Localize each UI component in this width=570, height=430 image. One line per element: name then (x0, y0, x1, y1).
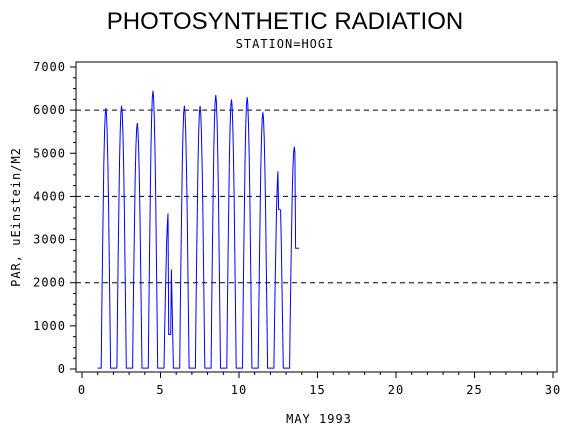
y-tick-label: 6000 (33, 103, 66, 117)
y-axis: 0 1000 2000 3000 4000 5000 6000 7000 (33, 60, 76, 376)
par-series (97, 90, 299, 369)
y-tick-label: 1000 (33, 319, 66, 333)
y-tick-label: 3000 (33, 233, 66, 247)
y-axis-label: PAR, uEinstein/M2 (9, 147, 23, 287)
y-tick-label: 4000 (33, 189, 66, 203)
y-tick-label: 5000 (33, 146, 66, 160)
x-tick-label: 0 (78, 383, 86, 397)
x-tick-label: 15 (309, 383, 325, 397)
chart-subtitle: STATION=HOGI (236, 37, 335, 51)
x-axis: 0 5 10 15 20 25 30 (78, 372, 561, 397)
x-axis-label: MAY 1993 (286, 412, 352, 426)
plot-frame (75, 61, 558, 373)
reference-lines (76, 109, 557, 284)
x-tick-label: 30 (545, 383, 561, 397)
y-tick-label: 7000 (33, 60, 66, 74)
x-tick-label: 20 (388, 383, 404, 397)
x-tick-label: 10 (231, 383, 247, 397)
chart-title: PHOTOSYNTHETIC RADIATION (107, 8, 463, 35)
x-tick-label: 5 (156, 383, 164, 397)
y-tick-label: 0 (58, 362, 66, 376)
y-tick-label: 2000 (33, 276, 66, 290)
x-tick-label: 25 (466, 383, 482, 397)
par-line (97, 90, 299, 369)
